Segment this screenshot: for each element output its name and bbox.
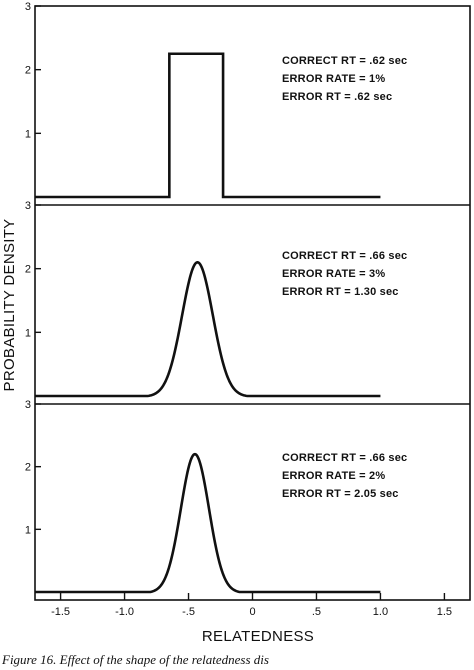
y-tick-label: 1 [25, 524, 31, 536]
plot-border [34, 5, 471, 601]
y-tick-label: 2 [25, 462, 31, 474]
panel-3-density-curve [35, 452, 381, 594]
y-tick-label: 1 [25, 128, 31, 140]
panel-1-annotation-error-rt: ERROR RT = .62 sec [282, 91, 392, 103]
figure-caption: Figure 16. Effect of the shape of the re… [1, 652, 269, 667]
panel-1-density-curve [35, 52, 381, 199]
panel-1: 1 2 3 CORRECT RT = .62 sec ERROR RATE = 1%… [25, 1, 407, 199]
plot-frame [34, 5, 471, 601]
panel-2-annotation-error-rate: ERROR RATE = 3% [282, 268, 385, 280]
x-tick-label: -.5 [182, 606, 195, 618]
y-axis-title: PROBABILITY DENSITY [1, 219, 18, 392]
panel-3-annotation-correct-rt: CORRECT RT = .66 sec [282, 452, 407, 464]
x-tick-label: 0 [249, 606, 255, 618]
y-tick-label: 3 [25, 1, 31, 13]
panel-2-annotation-error-rt: ERROR RT = 1.30 sec [282, 286, 399, 298]
x-tick-label: -1.5 [51, 606, 70, 618]
panel-1-y-ticks: 1 2 3 [25, 1, 41, 140]
panel-3: 1 2 3 CORRECT RT = .66 sec ERROR RATE = 2%… [25, 399, 407, 594]
x-axis-title: RELATEDNESS [202, 628, 314, 645]
y-tick-label: 2 [25, 65, 31, 77]
panel-3-annotation-error-rt: ERROR RT = 2.05 sec [282, 488, 399, 500]
x-tick-label: .5 [312, 606, 321, 618]
panel-3-y-ticks: 1 2 3 [25, 399, 41, 536]
panel-1-annotation-error-rate: ERROR RATE = 1% [282, 73, 385, 85]
x-axis-ticks: -1.5 -1.0 -.5 0 .5 1.0 1.5 [51, 593, 452, 618]
x-tick-label: 1.0 [373, 606, 388, 618]
panel-1-annotation-correct-rt: CORRECT RT = .62 sec [282, 55, 407, 67]
y-tick-label: 1 [25, 327, 31, 339]
x-tick-label: 1.5 [437, 606, 452, 618]
panel-2-density-curve [35, 261, 381, 398]
y-tick-label: 3 [25, 200, 31, 212]
x-tick-label: -1.0 [115, 606, 134, 618]
panel-2: 1 2 3 CORRECT RT = .66 sec ERROR RATE = 3%… [25, 200, 407, 398]
panel-2-annotation-correct-rt: CORRECT RT = .66 sec [282, 250, 407, 262]
panel-3-annotation-error-rate: ERROR RATE = 2% [282, 470, 385, 482]
panel-2-y-ticks: 1 2 3 [25, 200, 41, 339]
y-tick-label: 3 [25, 399, 31, 411]
y-tick-label: 2 [25, 264, 31, 276]
